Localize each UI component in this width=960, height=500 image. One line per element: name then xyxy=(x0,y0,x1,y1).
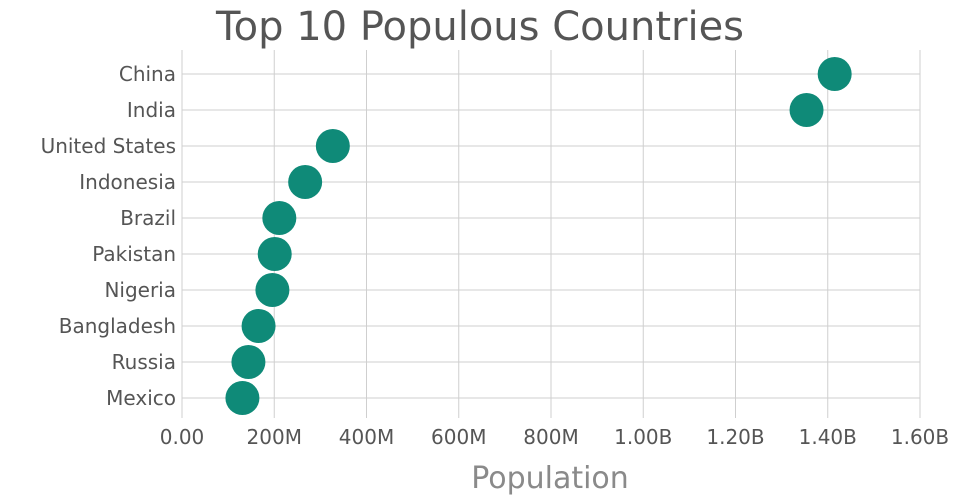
x-axis-ticks: 0.00 200M 400M 600M 800M 1.00B 1.20B 1.40B 1.60B xyxy=(160,425,949,449)
x-tick-label: 600M xyxy=(431,425,486,449)
data-point-indonesia[interactable] xyxy=(288,165,323,199)
data-point-bangladesh[interactable] xyxy=(241,309,276,343)
x-tick-label: 200M xyxy=(247,425,302,449)
data-point-russia[interactable] xyxy=(231,345,266,379)
data-points xyxy=(225,57,852,415)
x-tick-label: 400M xyxy=(339,425,394,449)
x-tick-label: 1.00B xyxy=(614,425,672,449)
y-category-label: Pakistan xyxy=(92,242,176,266)
x-axis-title: Population xyxy=(471,461,629,496)
y-category-label: India xyxy=(127,98,176,122)
data-point-brazil[interactable] xyxy=(262,201,297,235)
y-category-label: Indonesia xyxy=(79,170,176,194)
data-point-nigeria[interactable] xyxy=(255,273,290,307)
y-category-label: China xyxy=(119,62,176,86)
y-category-label: Nigeria xyxy=(104,278,176,302)
data-point-india[interactable] xyxy=(789,93,824,127)
x-tick-label: 1.40B xyxy=(799,425,857,449)
x-tick-label: 1.60B xyxy=(891,425,949,449)
y-category-label: Mexico xyxy=(106,386,176,410)
x-tick-label: 0.00 xyxy=(160,425,205,449)
y-category-label: Bangladesh xyxy=(59,314,176,338)
y-category-label: United States xyxy=(41,134,176,158)
y-category-label: Russia xyxy=(112,350,176,374)
y-category-label: Brazil xyxy=(120,206,176,230)
x-tick-label: 800M xyxy=(523,425,578,449)
data-point-mexico[interactable] xyxy=(225,381,260,415)
data-point-pakistan[interactable] xyxy=(257,237,292,271)
y-axis-labels: China India United States Indonesia Brazil Pa… xyxy=(41,62,176,410)
chart-title: Top 10 Populous Countries xyxy=(215,4,744,50)
data-point-china[interactable] xyxy=(817,57,852,91)
x-tick-label: 1.20B xyxy=(706,425,764,449)
grid xyxy=(181,50,921,418)
data-point-united-states[interactable] xyxy=(315,129,350,163)
